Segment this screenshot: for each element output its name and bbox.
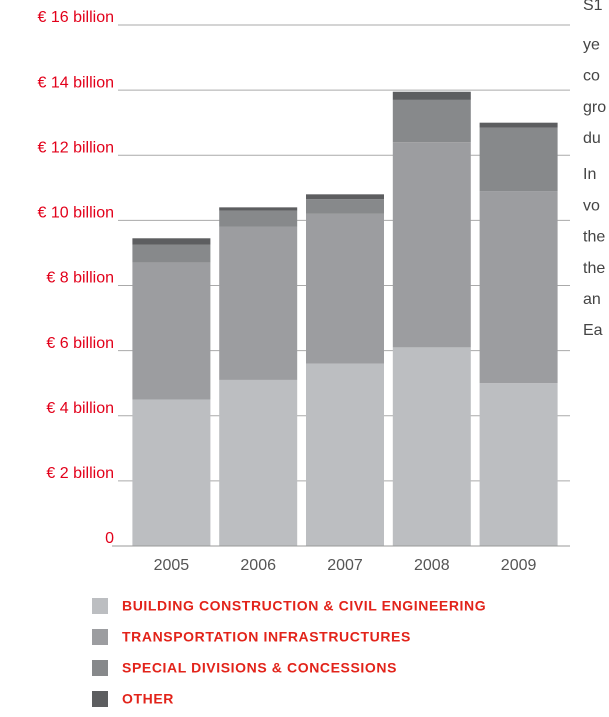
side-text: In <box>583 166 596 183</box>
bar-segment <box>306 194 384 200</box>
bar-segment <box>392 91 471 100</box>
legend-label: BUILDING CONSTRUCTION & CIVIL ENGINEERIN… <box>122 598 486 614</box>
x-tick-label: 2005 <box>154 557 190 574</box>
y-tick-label: € 6 billion <box>46 335 114 352</box>
legend-label: TRANSPORTATION INFRASTRUCTURES <box>122 629 411 645</box>
side-text: an <box>583 291 601 308</box>
bar-segment <box>479 127 558 192</box>
bar-segment <box>479 383 558 546</box>
side-text: Ea <box>583 322 603 339</box>
x-tick-label: 2009 <box>501 557 537 574</box>
side-text: vo <box>583 197 600 214</box>
bar-segment <box>219 226 298 380</box>
bar-segment <box>219 207 298 211</box>
x-tick-label: 2008 <box>414 557 450 574</box>
legend-swatch <box>92 598 108 614</box>
bar-segment <box>392 99 471 143</box>
y-tick-label: € 8 billion <box>46 270 114 287</box>
y-tick-label: € 14 billion <box>38 74 115 91</box>
bar-segment <box>219 379 298 546</box>
legend-label: SPECIAL DIVISIONS & CONCESSIONS <box>122 660 397 676</box>
bar-segment <box>392 142 471 348</box>
side-text: du <box>583 130 601 147</box>
bar-segment <box>392 347 471 546</box>
x-tick-label: 2006 <box>240 557 276 574</box>
side-text: ye <box>583 36 600 53</box>
y-tick-label: € 10 billion <box>38 205 115 222</box>
bar-segment <box>132 238 211 245</box>
bar-segment <box>479 191 558 384</box>
bar-segment <box>479 122 558 128</box>
bar-segment <box>306 199 384 214</box>
legend-swatch <box>92 691 108 707</box>
y-tick-label: € 2 billion <box>46 465 114 482</box>
bar-segment <box>132 262 211 400</box>
bar-segment <box>132 399 211 546</box>
x-tick-label: 2007 <box>327 557 363 574</box>
y-tick-label: 0 <box>105 530 114 547</box>
side-text: the <box>583 229 605 246</box>
y-tick-label: € 12 billion <box>38 139 115 156</box>
legend-label: OTHER <box>122 691 174 707</box>
bar-segment <box>132 244 211 263</box>
side-text: the <box>583 260 605 277</box>
side-text: gro <box>583 99 606 116</box>
side-text: S1 <box>583 0 603 14</box>
y-tick-label: € 4 billion <box>46 400 114 417</box>
bar-segment <box>306 363 384 546</box>
legend-swatch <box>92 660 108 676</box>
y-tick-label: € 16 billion <box>38 9 115 26</box>
bar-segment <box>219 210 298 227</box>
legend-swatch <box>92 629 108 645</box>
bar-segment <box>306 213 384 364</box>
side-text: co <box>583 68 600 85</box>
